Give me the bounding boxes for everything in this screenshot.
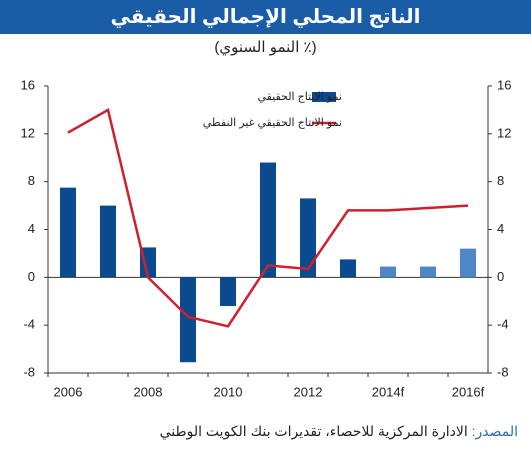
source: المصدر: الادارة المركزية للاحصاء، تقديرا…: [160, 423, 518, 440]
bar: [140, 247, 156, 278]
bar: [180, 277, 196, 363]
source-text: الادارة المركزية للاحصاء، تقديرات بنك ال…: [159, 423, 468, 439]
y-tick-label: -4: [23, 317, 35, 332]
legend-swatch: [312, 92, 336, 102]
y-tick-label: -8: [23, 364, 35, 379]
y-tick-label: 16: [21, 77, 35, 92]
chart-title: الناتج المحلي الإجمالي الحقيقي: [0, 0, 531, 34]
y2-tick-label: 16: [497, 77, 511, 92]
bar: [220, 277, 236, 307]
y2-tick-label: -4: [497, 317, 509, 332]
y2-tick-label: 8: [497, 173, 504, 188]
legend-label: نمو الانتاج الحقيقي غير النفطي: [203, 117, 342, 129]
bar: [420, 266, 436, 278]
source-label: المصدر:: [471, 423, 518, 439]
x-tick-label: 2006: [54, 384, 83, 399]
line: [67, 108, 469, 328]
bar: [300, 198, 316, 278]
x-tick-label: 2012: [294, 384, 323, 399]
bar: [340, 259, 356, 278]
x-tick-label: 2008: [134, 384, 163, 399]
bar: [460, 248, 476, 278]
chart-subtitle: (٪ النمو السنوي): [214, 39, 317, 56]
x-tick-label: 2014f: [372, 384, 405, 399]
x-tick-label: 2016f: [452, 384, 485, 399]
y2-tick-label: 0: [497, 269, 504, 284]
y-tick-label: 12: [21, 125, 35, 140]
x-tick-label: 2010: [214, 384, 243, 399]
y-tick-label: 4: [28, 221, 35, 236]
y2-tick-label: -8: [497, 364, 509, 379]
y2-tick-label: 12: [497, 125, 511, 140]
y-tick-label: 8: [28, 173, 35, 188]
bar: [260, 162, 276, 278]
y2-tick-label: 4: [497, 221, 504, 236]
y-tick-label: 0: [28, 269, 35, 284]
legend-label: نمو الانتاج الحقيقي: [257, 91, 342, 103]
bar: [100, 205, 116, 278]
bar: [380, 266, 396, 278]
bar: [60, 187, 76, 278]
